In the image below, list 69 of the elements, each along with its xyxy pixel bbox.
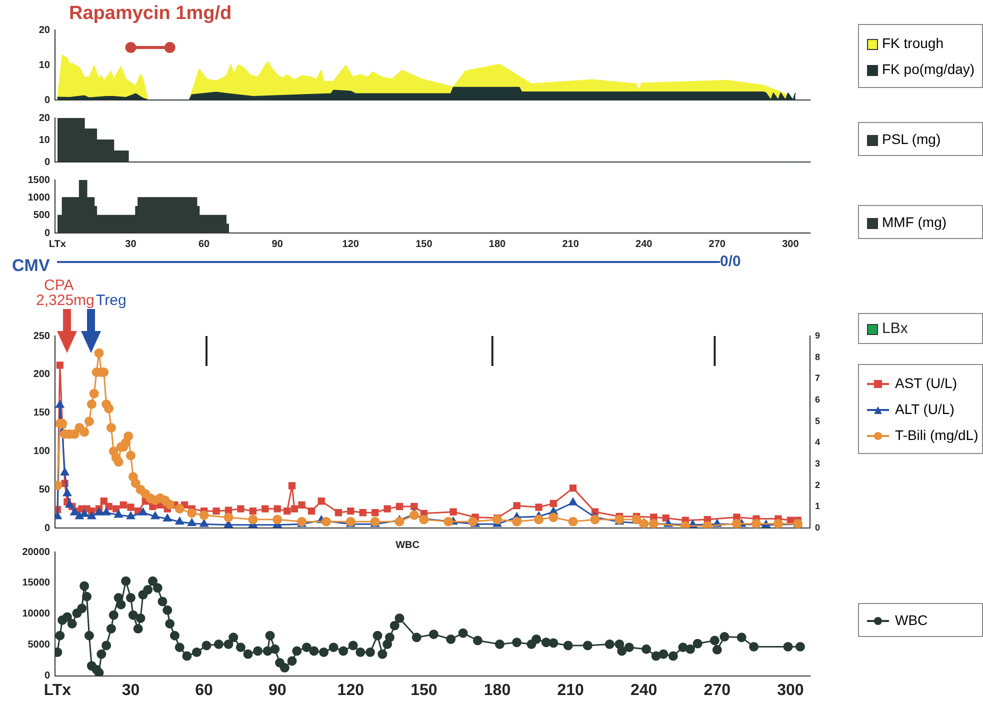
legend-label: PSL (mg) xyxy=(881,130,942,149)
x-tick-label: 120 xyxy=(342,238,360,250)
legend-label: AST (U/L) xyxy=(894,374,958,393)
y-tick-label: 150 xyxy=(33,408,50,419)
x-tick-label: 60 xyxy=(198,238,210,250)
y-tick-label: 100 xyxy=(33,446,50,457)
y-tick-label: 20 xyxy=(38,24,50,36)
y-tick-label: 0 xyxy=(44,228,50,239)
chart-title: WBC xyxy=(396,540,420,551)
y-tick-label: 10 xyxy=(38,134,50,146)
x-tick-label: 300 xyxy=(777,682,804,699)
x-tick-label: 210 xyxy=(557,682,584,699)
x-tick-label: LTx xyxy=(44,682,72,699)
y-tick-label: 250 xyxy=(33,330,50,342)
text: Treg xyxy=(96,292,126,309)
y-tick-label: 10 xyxy=(38,60,50,71)
text: LBx xyxy=(882,320,908,337)
y-tick-label: 20000 xyxy=(22,546,50,558)
x-tick-label: 150 xyxy=(416,238,433,250)
y-tick-label: 50 xyxy=(38,484,50,496)
legend-label: MMF (mg) xyxy=(881,213,948,232)
y2-tick-label: 7 xyxy=(815,373,820,384)
legend-label: WBC xyxy=(894,611,929,630)
y-tick-label: 200 xyxy=(33,369,50,380)
y-tick-label: 500 xyxy=(33,210,50,222)
y-tick-label: 0 xyxy=(44,522,50,534)
y2-tick-label: 9 xyxy=(815,330,820,340)
x-tick-label: 270 xyxy=(704,682,731,699)
legend-label: FK trough xyxy=(881,34,944,53)
series-label: Rapamycin 1mg/d xyxy=(68,3,232,24)
legend-label: T-Bili (mg/dL) xyxy=(894,426,978,445)
y-tick-label: 1500 xyxy=(28,174,50,186)
x-tick-label: 90 xyxy=(272,238,284,250)
text: CPA xyxy=(44,277,74,294)
x-tick-label: 240 xyxy=(630,682,658,699)
text: 0/0 xyxy=(720,253,741,270)
y-tick-label: 0 xyxy=(44,156,50,168)
y2-tick-label: 0 xyxy=(815,522,820,532)
y-tick-label: 20 xyxy=(38,112,50,124)
y-tick-label: 5000 xyxy=(28,640,50,651)
x-tick-label: 300 xyxy=(782,238,800,250)
y-tick-label: 0 xyxy=(44,670,50,682)
x-tick-label: 30 xyxy=(125,238,137,250)
y-tick-label: 1000 xyxy=(28,192,50,204)
x-tick-label: 180 xyxy=(488,238,506,250)
y-tick-label: 10000 xyxy=(22,608,50,620)
x-tick-label: 270 xyxy=(708,238,726,250)
y2-tick-label: 4 xyxy=(815,437,820,448)
y2-tick-label: 5 xyxy=(815,416,820,426)
x-tick-label: 150 xyxy=(410,682,438,699)
x-tick-label: 180 xyxy=(484,682,511,699)
x-tick-label: 120 xyxy=(337,682,364,699)
x-tick-label: 210 xyxy=(562,238,580,250)
x-tick-label: LTx xyxy=(48,238,66,250)
legend-label: ALT (U/L) xyxy=(894,400,956,419)
x-tick-label: 30 xyxy=(122,682,140,699)
y2-tick-label: 1 xyxy=(815,501,820,512)
y-tick-label: 15000 xyxy=(22,578,50,589)
x-tick-label: 60 xyxy=(195,682,214,699)
x-tick-label: 240 xyxy=(636,238,653,250)
text: 2,325mg xyxy=(36,292,94,309)
y2-tick-label: 8 xyxy=(815,352,820,362)
x-tick-label: 90 xyxy=(268,682,286,699)
y2-tick-label: 3 xyxy=(815,458,820,468)
legend-label: FK po(mg/day) xyxy=(881,60,975,79)
y-tick-label: 0 xyxy=(44,94,50,106)
text: CMV xyxy=(12,256,50,275)
y2-tick-label: 2 xyxy=(815,480,820,490)
y2-tick-label: 6 xyxy=(815,394,820,404)
